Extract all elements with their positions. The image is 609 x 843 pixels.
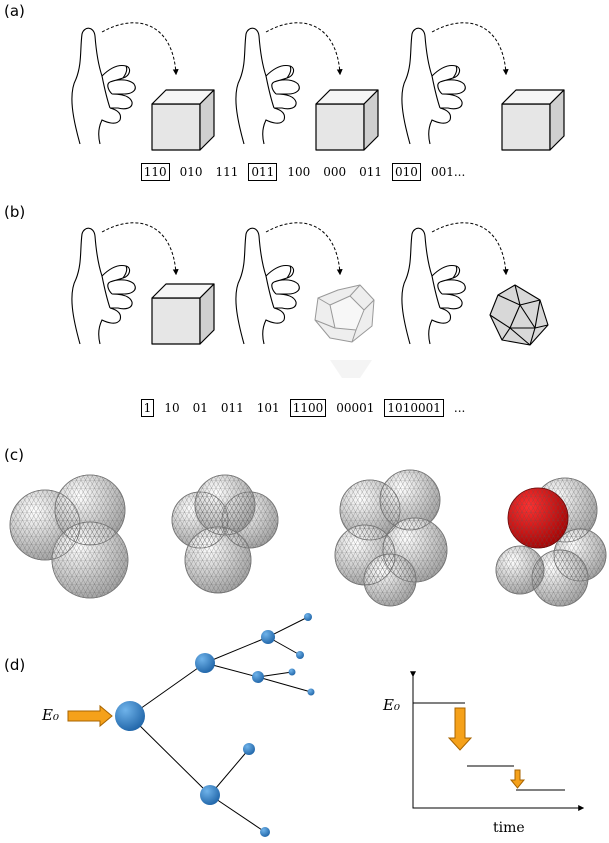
boxed-bits: 010 bbox=[392, 163, 421, 181]
panel-label: (d) bbox=[4, 656, 25, 674]
bits: 000 bbox=[320, 163, 349, 181]
hand-polyhedra-group bbox=[72, 223, 548, 378]
branching-tree bbox=[68, 613, 315, 837]
boxed-bits: 1100 bbox=[290, 399, 327, 417]
boxed-bits: 1 bbox=[141, 399, 155, 417]
axis-label: E₀ bbox=[382, 696, 400, 714]
figure: (a) (b) (c) (d) E₀ E₀ time 1100101110111… bbox=[0, 0, 609, 843]
bits: 01 bbox=[190, 399, 211, 417]
sphere-clusters bbox=[10, 470, 606, 606]
bit-string: 1 10 01 011 101 1100 00001 1010001... bbox=[0, 399, 609, 417]
energy-plot bbox=[413, 676, 583, 808]
bits: 100 bbox=[284, 163, 313, 181]
panel-label: (b) bbox=[4, 203, 25, 221]
figure-svg: (a) (b) (c) (d) E₀ E₀ time bbox=[0, 0, 609, 843]
bits: 001... bbox=[428, 163, 468, 181]
bits: 010 bbox=[177, 163, 206, 181]
panel-label: (c) bbox=[4, 446, 24, 464]
panel-label: (a) bbox=[4, 2, 25, 20]
bit-string: 110 010 111 011 100 000 011 010 001... bbox=[0, 163, 609, 181]
x-axis-label: time bbox=[493, 820, 525, 836]
bits: ... bbox=[451, 399, 468, 417]
boxed-bits: 011 bbox=[248, 163, 277, 181]
bits: 011 bbox=[218, 399, 247, 417]
bits: 10 bbox=[161, 399, 182, 417]
hand-cube-group bbox=[72, 23, 564, 150]
bits: 011 bbox=[356, 163, 385, 181]
boxed-bits: 1010001 bbox=[384, 399, 443, 417]
bits: 00001 bbox=[333, 399, 377, 417]
boxed-bits: 110 bbox=[141, 163, 170, 181]
source-label: E₀ bbox=[41, 706, 59, 724]
bits: 101 bbox=[254, 399, 283, 417]
bits: 111 bbox=[213, 163, 242, 181]
